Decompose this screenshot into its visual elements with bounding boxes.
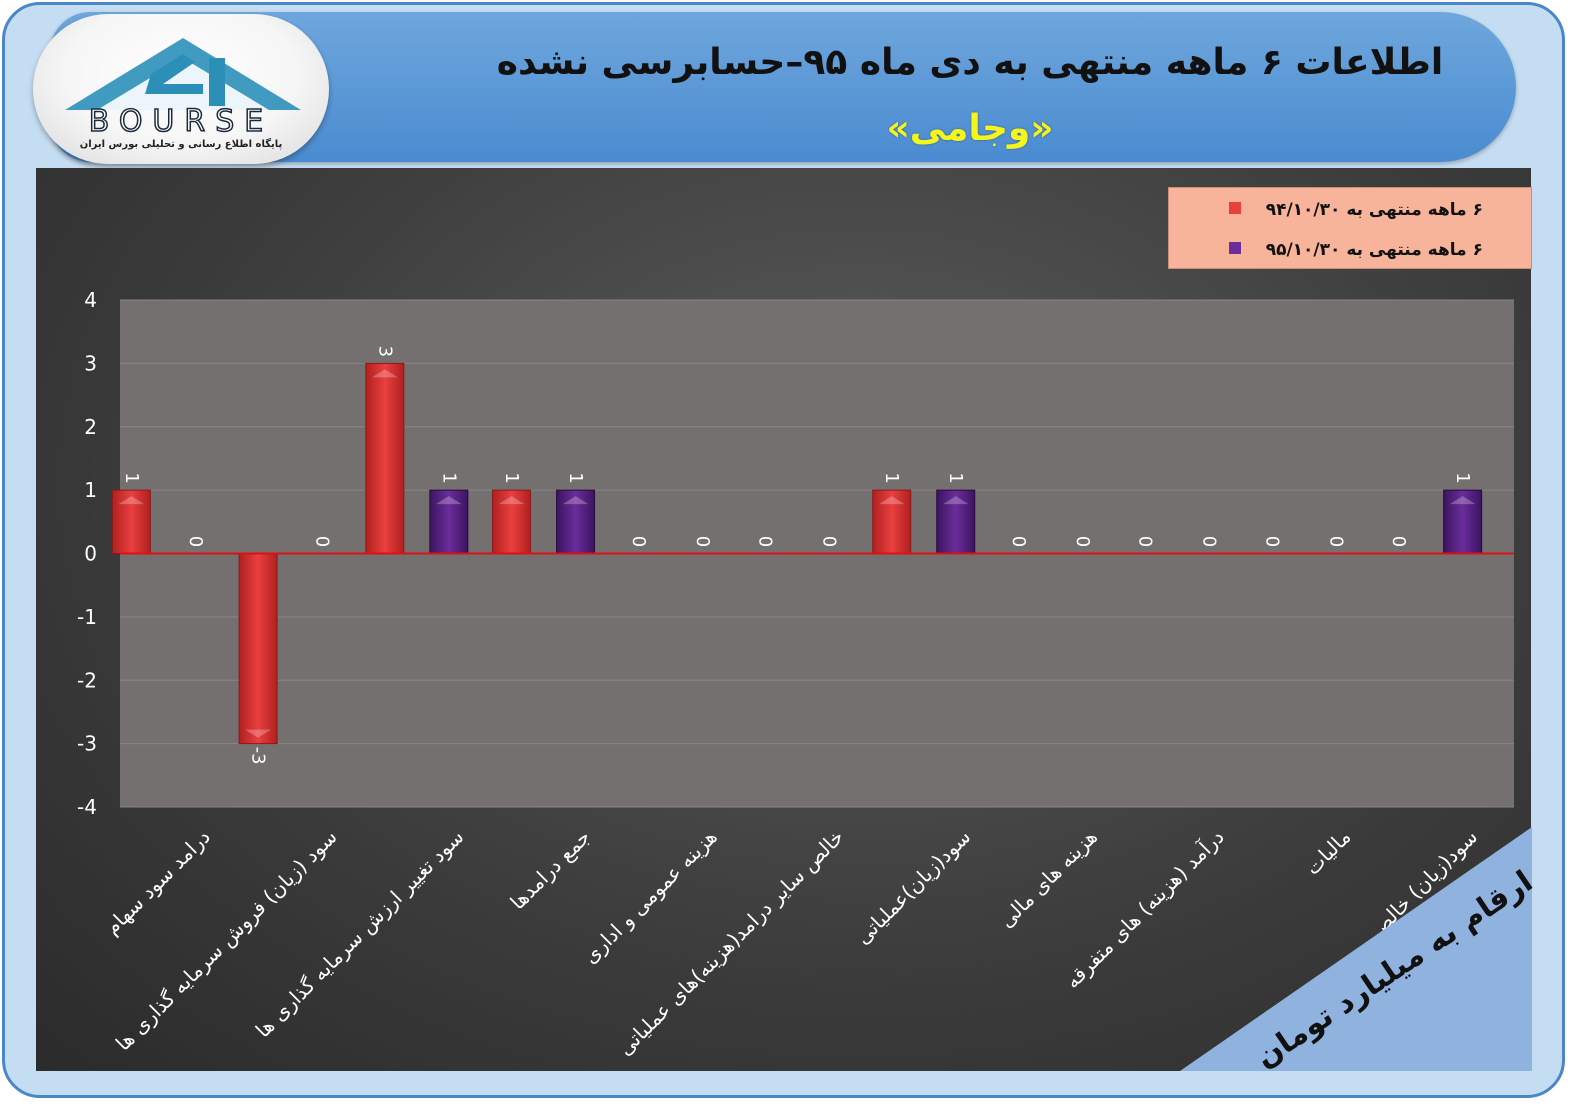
logo-wordmark: BOURSE xyxy=(88,103,274,140)
logo-tagline: پایگاه اطلاع رسانی و تحلیلی بورس ایران xyxy=(79,139,283,150)
x-category-label: هزینه های مالی xyxy=(994,825,1102,933)
logo: BOURSE پایگاه اطلاع رسانی و تحلیلی بورس … xyxy=(33,14,329,164)
bar-series1 xyxy=(365,362,405,554)
data-label: 0 xyxy=(1072,536,1093,547)
data-label: 0 xyxy=(692,536,713,547)
data-label: 1 xyxy=(945,472,966,483)
bar-bevel xyxy=(245,729,272,738)
x-category-label: سود(زیان)عملیاتی xyxy=(851,825,976,950)
y-tick-label: -3 xyxy=(77,732,97,756)
data-label: 0 xyxy=(185,536,206,547)
data-label: 1 xyxy=(881,472,902,483)
y-tick-label: -4 xyxy=(77,795,97,819)
x-category-label: سود تغییر ارزش سرمایه گذاری ها xyxy=(251,825,469,1043)
data-label: 1 xyxy=(438,472,459,483)
data-label: 1 xyxy=(565,472,586,483)
bar-bevel xyxy=(942,496,969,505)
legend-swatch-series2 xyxy=(1229,242,1241,254)
data-label: -3 xyxy=(248,747,269,765)
legend-swatch-series1 xyxy=(1229,202,1241,214)
data-label: 3 xyxy=(374,346,395,357)
data-label: 0 xyxy=(1008,536,1029,547)
x-category-label: خالص سایر درامد(هزینه)های عملیاتی xyxy=(613,825,849,1061)
y-tick-label: 4 xyxy=(84,288,97,312)
y-tick-label: 0 xyxy=(84,542,97,566)
page-title: اطلاعات ۶ ماهه منتهی به دی ماه ۹۵–حسابرس… xyxy=(496,42,1444,83)
x-category-label: مالیات xyxy=(1300,825,1355,880)
data-label: 0 xyxy=(755,536,776,547)
y-tick-label: 2 xyxy=(84,415,97,439)
legend-label-series2: ۶ ماهه منتهی به ۹۵/۱۰/۳۰ xyxy=(1265,240,1483,260)
bar-bevel xyxy=(118,496,145,505)
data-label: 0 xyxy=(312,536,333,547)
bar-bevel xyxy=(878,496,905,505)
data-label: 0 xyxy=(1325,536,1346,547)
x-category-label: درامد سود سهام xyxy=(100,825,215,940)
bar-series1 xyxy=(872,489,912,554)
x-category-label: سود (زیان) فروش سرمایه گذاری ها xyxy=(111,825,342,1056)
bar-series2 xyxy=(936,489,976,554)
bar-bevel xyxy=(435,496,462,505)
y-tick-label: 1 xyxy=(84,478,97,502)
company-name: «وجامی» xyxy=(886,108,1054,149)
data-label: 1 xyxy=(121,472,142,483)
chart-legend: ۶ ماهه منتهی به ۹۴/۱۰/۳۰ ۶ ماهه منتهی به… xyxy=(1168,187,1532,269)
x-category-label: هزینه عمومی و اداری xyxy=(578,825,722,969)
y-tick-label: -1 xyxy=(77,605,97,629)
data-label: 0 xyxy=(1261,536,1282,547)
legend-label-series1: ۶ ماهه منتهی به ۹۴/۱۰/۳۰ xyxy=(1265,200,1483,220)
bar-bevel xyxy=(1449,496,1476,505)
data-label: 1 xyxy=(1452,472,1473,483)
data-label: 0 xyxy=(819,536,840,547)
bar-series1 xyxy=(111,489,151,554)
data-label: 0 xyxy=(1135,536,1156,547)
bar-bevel xyxy=(498,496,525,505)
bar-series2 xyxy=(1443,489,1483,554)
data-label: 0 xyxy=(1199,536,1220,547)
bar-bevel xyxy=(562,496,589,505)
data-label: 0 xyxy=(1388,536,1409,547)
bar-bevel xyxy=(371,369,398,378)
data-label: 1 xyxy=(501,472,522,483)
y-tick-label: 3 xyxy=(84,351,97,375)
bar-series1 xyxy=(492,489,532,554)
x-category-label: جمع درامدها xyxy=(505,825,595,915)
data-label: 0 xyxy=(628,536,649,547)
y-tick-label: -2 xyxy=(77,668,97,692)
bar-series2 xyxy=(556,489,596,554)
bar-series1 xyxy=(238,553,278,745)
logo-triangle-icon xyxy=(65,38,301,110)
